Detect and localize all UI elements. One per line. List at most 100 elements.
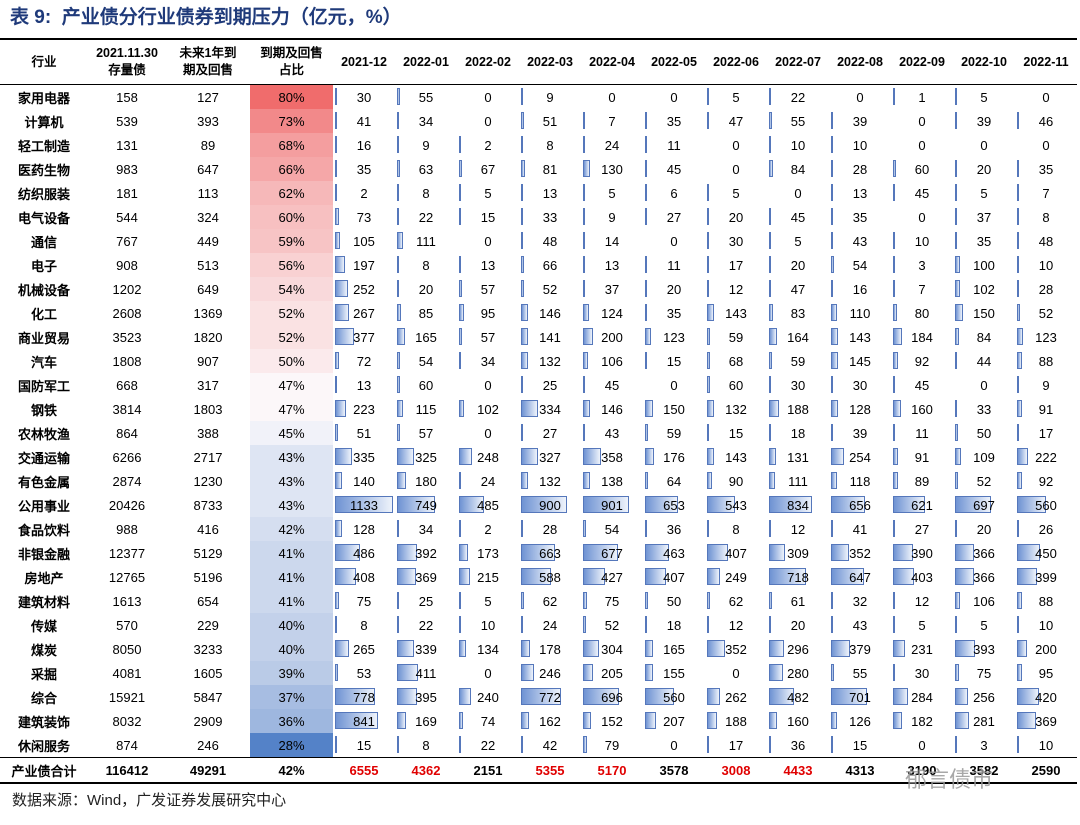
month-value: 5 (732, 89, 740, 105)
month-cell: 0 (953, 373, 1015, 397)
data-bar (707, 424, 709, 441)
month-value: 200 (1035, 641, 1057, 657)
month-cell: 47 (705, 109, 767, 133)
data-bar (955, 400, 957, 417)
month-cell: 126 (829, 709, 891, 733)
month-value: 420 (1035, 689, 1057, 705)
data-bar (583, 208, 585, 225)
month-value: 75 (604, 593, 620, 609)
month-cell: 0 (891, 205, 953, 229)
month-cell: 50 (643, 589, 705, 613)
month-cell: 5 (581, 181, 643, 205)
month-cell: 22 (395, 205, 457, 229)
month-value: 165 (663, 641, 685, 657)
data-bar (459, 400, 465, 417)
month-cell: 43 (829, 229, 891, 253)
month-cell: 379 (829, 637, 891, 661)
ratio-cell: 54% (250, 277, 333, 301)
data-bar (459, 352, 461, 369)
month-cell: 85 (395, 301, 457, 325)
month-cell: 30 (705, 229, 767, 253)
ratio-cell: 36% (250, 709, 333, 733)
month-cell: 256 (953, 685, 1015, 709)
month-value: 30 (790, 377, 806, 393)
month-value: 88 (1038, 593, 1054, 609)
month-cell: 22 (457, 733, 519, 758)
due-cell: 388 (197, 425, 219, 441)
month-value: 102 (477, 401, 499, 417)
month-value: 57 (418, 425, 434, 441)
month-cell: 366 (953, 541, 1015, 565)
month-value: 20 (418, 281, 434, 297)
data-row: 通信 767 449 59% 105 111 0 48 14 0 30 5 43 10 35 48 (0, 229, 1077, 253)
month-value: 24 (480, 473, 496, 489)
header-line: 未来1年到 (179, 46, 237, 60)
data-bar (831, 640, 851, 657)
data-bar (1017, 160, 1019, 177)
data-bar (583, 400, 591, 417)
month-cell: 41 (333, 109, 395, 133)
month-cell: 30 (767, 373, 829, 397)
month-value: 34 (418, 113, 434, 129)
industry-cell: 有色金属 (17, 474, 70, 490)
month-value: 55 (418, 89, 434, 105)
month-value: 15 (666, 353, 682, 369)
month-cell: 9 (519, 85, 581, 110)
month-value: 20 (976, 521, 992, 537)
stock-cell: 1613 (112, 593, 142, 609)
month-cell: 1133 (333, 493, 395, 517)
data-bar (459, 688, 472, 705)
data-bar (893, 328, 903, 345)
data-row: 家用电器 158 127 80% 30 55 0 9 0 0 5 22 0 1 5 0 (0, 84, 1077, 110)
month-value: 35 (976, 233, 992, 249)
month-cell: 231 (891, 637, 953, 661)
month-value: 11 (667, 137, 681, 153)
month-cell: 169 (395, 709, 457, 733)
data-bar (707, 520, 709, 537)
month-cell: 20 (953, 157, 1015, 181)
month-value: 85 (418, 305, 434, 321)
data-bar (1017, 352, 1022, 369)
month-cell: 2590 (1015, 757, 1077, 784)
data-bar (335, 616, 337, 633)
data-row: 传媒 570 229 40% 8 22 10 24 52 18 12 20 43 5 5 10 (0, 613, 1077, 637)
month-cell: 7 (581, 109, 643, 133)
month-cell: 408 (333, 565, 395, 589)
month-value: 256 (973, 689, 995, 705)
month-value: 252 (353, 281, 375, 297)
month-cell: 0 (643, 85, 705, 110)
month-value: 223 (353, 401, 375, 417)
data-bar (335, 184, 337, 201)
month-cell: 0 (457, 85, 519, 110)
data-bar (521, 88, 523, 105)
title: 表 9: 产业债分行业债券到期压力（亿元，%） (10, 7, 402, 28)
data-row: 国防军工 668 317 47% 13 60 0 25 45 0 60 30 30 45 0 9 (0, 373, 1077, 397)
month-value: 1133 (350, 497, 378, 513)
month-cell: 60 (705, 373, 767, 397)
month-cell: 92 (891, 349, 953, 373)
month-value: 7 (918, 281, 926, 297)
month-value: 366 (973, 545, 995, 561)
month-cell: 482 (767, 685, 829, 709)
month-cell: 15 (829, 733, 891, 758)
month-value: 95 (480, 305, 496, 321)
data-bar (521, 640, 531, 657)
data-bar (583, 160, 590, 177)
data-bar (521, 712, 530, 729)
ratio-cell: 59% (250, 229, 333, 253)
month-cell: 0 (891, 109, 953, 133)
data-bar (769, 352, 773, 369)
data-bar (831, 184, 833, 201)
month-cell: 11 (643, 133, 705, 157)
month-value: 17 (728, 257, 744, 273)
month-cell: 0 (457, 229, 519, 253)
data-bar (397, 376, 401, 393)
month-cell: 105 (333, 229, 395, 253)
data-bar (645, 280, 647, 297)
industry-cell: 房地产 (24, 570, 64, 586)
ratio-cell: 47% (250, 397, 333, 421)
month-value: 35 (666, 113, 682, 129)
industry-cell: 轻工制造 (17, 138, 70, 154)
due-cell: 229 (197, 617, 219, 633)
